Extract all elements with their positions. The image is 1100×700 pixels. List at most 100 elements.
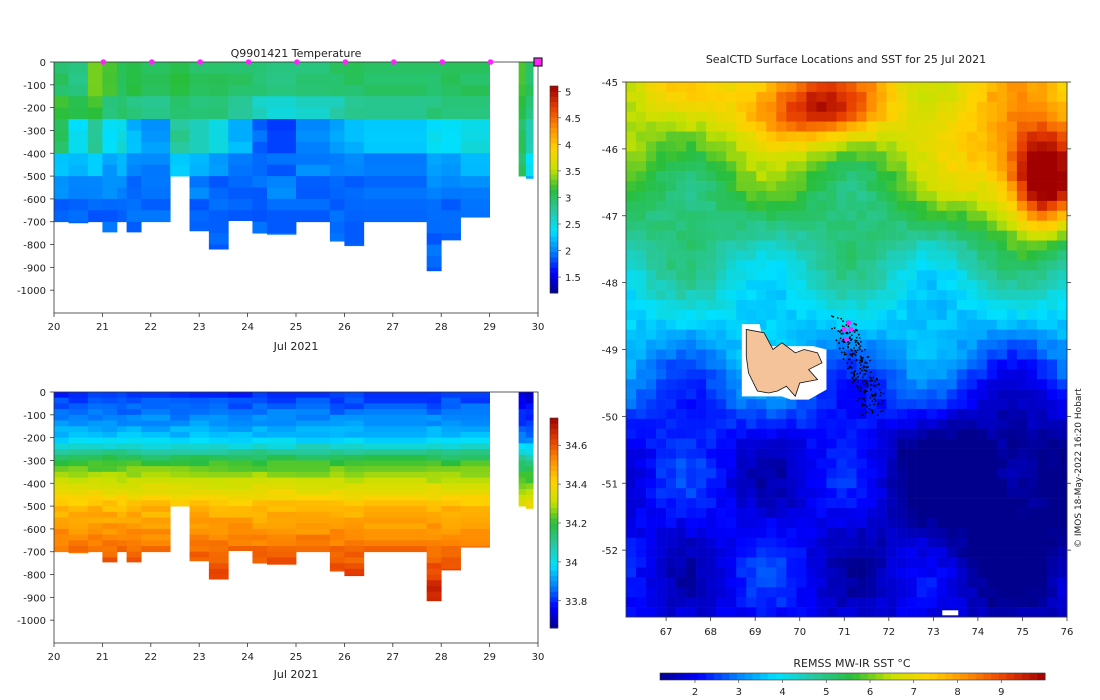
sst-cell — [626, 200, 637, 212]
sst-cell — [896, 607, 907, 618]
salinity-cell — [116, 443, 127, 450]
sst-cell — [726, 458, 737, 469]
sst-cell — [1036, 151, 1048, 162]
sst-cell — [916, 379, 927, 390]
sst-cell — [1006, 299, 1018, 311]
temperature-cell — [426, 176, 442, 188]
sst-cell — [876, 309, 887, 321]
sst-cell — [886, 141, 897, 152]
temperature-colorbar-step — [550, 153, 558, 159]
salinity-cell — [344, 397, 365, 404]
sst-colorbar-step — [968, 673, 977, 680]
sst-cell — [966, 121, 978, 132]
sst-cell — [936, 577, 948, 588]
sst-cell — [646, 349, 657, 360]
salinity-cell — [170, 426, 190, 433]
sst-cell — [946, 280, 958, 291]
sst-cell — [1026, 359, 1038, 370]
sst-cell — [996, 428, 1008, 439]
salinity-cell — [296, 431, 331, 439]
sst-cell — [1006, 329, 1018, 340]
temperature-cell — [170, 84, 190, 97]
sst-cell — [756, 567, 767, 578]
salinity-xtick-label: 30 — [532, 652, 545, 663]
sst-cell — [826, 508, 837, 519]
sst-cell — [996, 498, 1008, 509]
sst-cell — [1026, 537, 1038, 548]
temperature-ytick-label: -900 — [23, 263, 46, 274]
sst-cell — [776, 131, 787, 142]
temperature-cell — [363, 96, 428, 109]
temperature-cell — [102, 73, 118, 86]
sst-cell — [696, 349, 707, 360]
sst-cell — [686, 131, 697, 142]
sst-cell — [806, 131, 817, 142]
sst-cell — [856, 339, 867, 350]
sst-cell — [816, 607, 827, 618]
sst-cell — [906, 547, 917, 558]
salinity-cell — [170, 420, 190, 427]
sst-cell — [1016, 200, 1028, 212]
temperature-cell — [68, 107, 89, 120]
temperature-colorbar-step — [550, 272, 558, 278]
salinity-cell — [329, 534, 345, 541]
sst-cell — [706, 299, 717, 311]
track-point — [841, 332, 844, 335]
sst-cell — [876, 428, 887, 439]
salinity-cell — [208, 488, 229, 496]
sst-cell — [956, 91, 968, 103]
sst-cell — [1056, 240, 1068, 251]
salinity-cell — [68, 409, 89, 416]
sst-cell — [886, 438, 897, 449]
temperature-cell — [426, 164, 442, 177]
salinity-cell — [363, 471, 428, 478]
salinity-cell — [426, 466, 442, 473]
sst-cell — [736, 131, 747, 142]
sst-cell — [1046, 91, 1058, 103]
sst-cell — [646, 151, 657, 162]
sst-cell — [846, 488, 857, 499]
sst-colorbar-step — [737, 673, 746, 680]
sst-cell — [986, 587, 998, 598]
sst-cell — [946, 181, 958, 192]
sst-cell — [666, 557, 677, 568]
sst-cell — [816, 319, 827, 330]
sst-cell — [906, 379, 917, 390]
sst-cell — [966, 171, 978, 182]
sst-cell — [736, 240, 747, 251]
sst-cell — [986, 171, 998, 182]
sst-cell — [666, 141, 677, 152]
sst-cell — [966, 468, 978, 479]
temperature-cell — [460, 84, 490, 97]
salinity-cell — [228, 517, 253, 524]
sst-cell — [1046, 468, 1058, 479]
sst-cell — [876, 379, 887, 390]
sst-cell — [736, 299, 747, 311]
sst-cell — [1056, 230, 1068, 241]
sst-cell — [826, 448, 837, 459]
salinity-cell — [141, 443, 171, 450]
track-point — [860, 364, 862, 367]
sst-cell — [826, 171, 837, 182]
sst-cell — [846, 379, 857, 390]
temperature-cell — [363, 73, 428, 86]
sst-cell — [916, 498, 927, 509]
sst-cell — [786, 448, 797, 459]
salinity-cell — [87, 426, 103, 433]
sst-cell — [876, 369, 887, 380]
sst-cell — [936, 428, 948, 439]
sst-cell — [916, 171, 927, 182]
sst-cell — [1026, 349, 1038, 360]
sst-cell — [1026, 121, 1038, 132]
sst-cell — [716, 329, 727, 340]
sst-cell — [976, 478, 988, 489]
sst-cell — [836, 299, 847, 311]
sst-cell — [686, 319, 697, 330]
sst-cell — [986, 517, 998, 529]
sst-cell — [726, 607, 737, 618]
sst-cell — [1056, 567, 1068, 578]
sst-cell — [806, 438, 817, 449]
temperature-cell — [252, 198, 268, 211]
sst-cell — [866, 339, 877, 350]
temperature-cell — [116, 187, 127, 200]
